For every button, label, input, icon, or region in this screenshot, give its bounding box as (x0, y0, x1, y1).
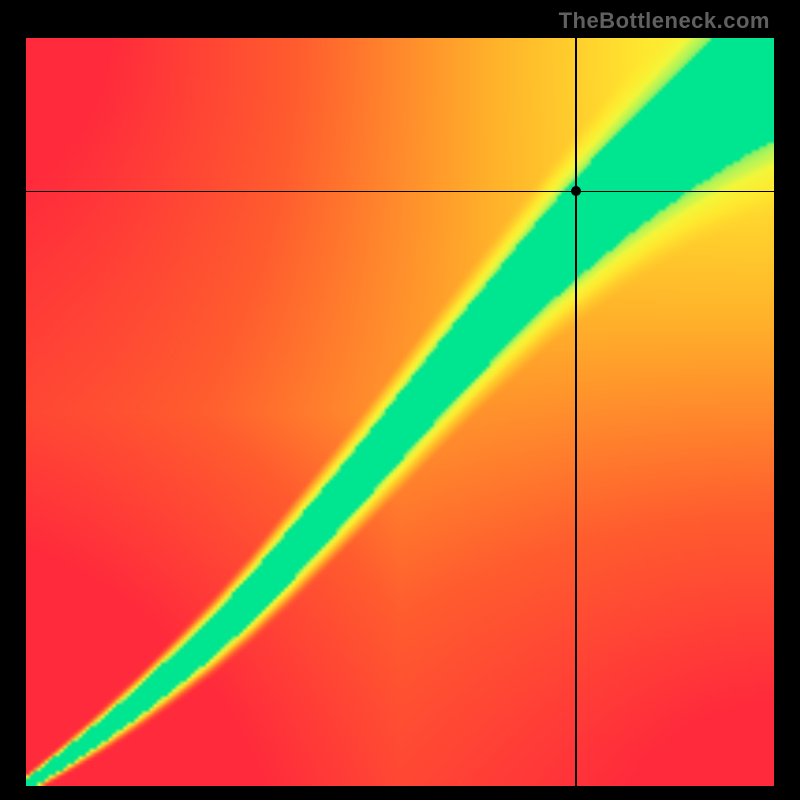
crosshair-horizontal (26, 191, 774, 193)
selection-marker (571, 186, 581, 196)
heatmap-canvas (26, 38, 774, 786)
crosshair-vertical (575, 38, 577, 786)
bottleneck-heatmap (26, 38, 774, 786)
watermark-text: TheBottleneck.com (559, 8, 770, 34)
